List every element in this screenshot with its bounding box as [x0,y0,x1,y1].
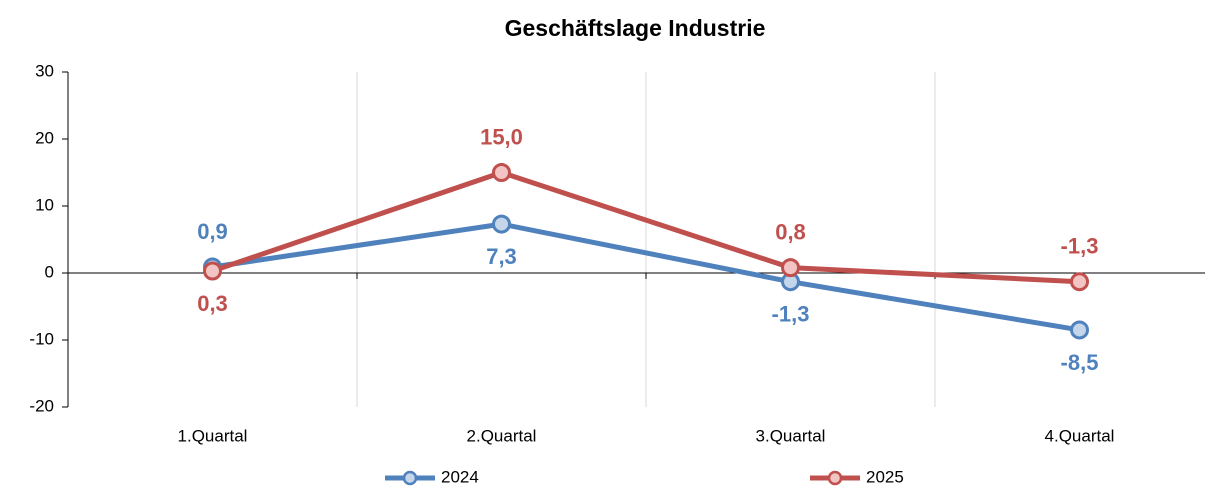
marker [781,258,800,278]
marker [203,261,222,281]
legend-label: 2024 [441,467,479,486]
data-label: -1,3 [772,302,810,327]
data-label: -1,3 [1061,234,1099,259]
data-label: 7,3 [486,244,517,269]
y-tick-label: 30 [35,61,54,80]
y-tick-label: -20 [29,396,54,415]
marker [492,163,511,182]
chart-title: Geschäftslage Industrie [505,15,766,41]
data-label: 0,9 [197,219,228,244]
x-tick-label: 1.Quartal [178,426,248,445]
marker [1070,272,1089,292]
series-line [212,221,1080,333]
data-label: -8,5 [1061,350,1099,375]
x-tick-label: 2.Quartal [467,426,537,445]
x-tick-label: 3.Quartal [756,426,826,445]
marker [1070,320,1089,340]
legend-label: 2025 [866,467,904,486]
y-tick-label: 10 [35,195,54,214]
y-tick-label: -10 [29,329,54,348]
x-tick-label: 4.Quartal [1045,426,1115,445]
y-tick-label: 0 [45,262,54,281]
legend-marker [402,470,418,486]
data-label: 15,0 [480,124,523,149]
marker [492,214,511,234]
legend-marker [827,470,843,486]
series-line [211,170,1080,285]
data-label: 0,3 [197,291,228,316]
y-tick-label: 20 [35,128,54,147]
data-label: 0,8 [775,219,806,244]
